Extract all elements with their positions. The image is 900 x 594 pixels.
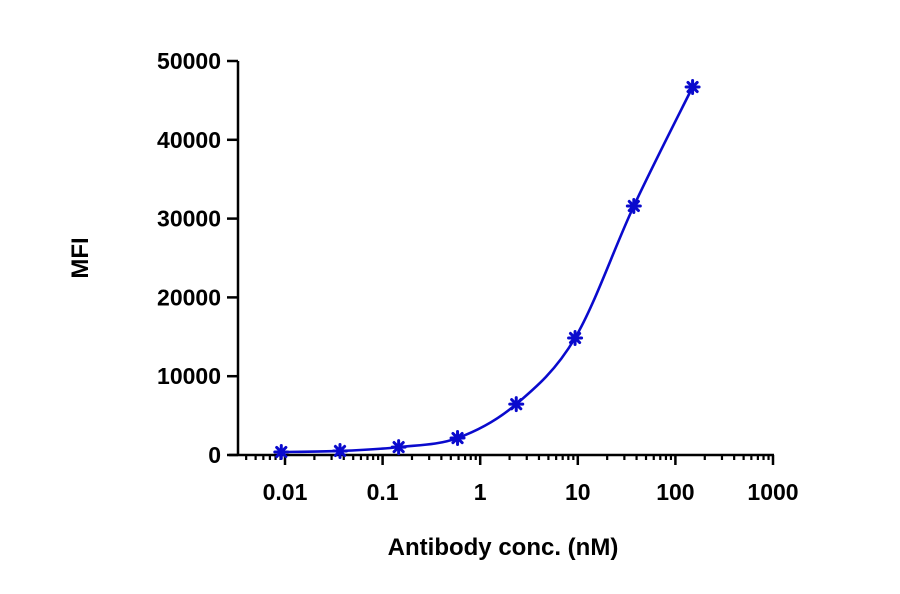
x-tick-label: 0.01 [263,479,308,505]
y-tick-label: 50000 [157,48,221,74]
y-axis: 0 10000 20000 30000 40000 50000 [157,48,240,468]
asterisk-marker-icon [684,79,701,96]
x-axis-title: Antibody conc. (nM) [388,534,619,561]
asterisk-marker-icon [508,396,525,413]
fit-curve-line [279,85,694,454]
y-tick-label: 30000 [157,206,221,232]
asterisk-marker-icon [390,439,407,456]
asterisk-marker-icon [567,329,584,346]
y-tick-label: 40000 [157,127,221,153]
y-tick-label: 20000 [157,284,221,310]
x-tick-label: 10 [565,479,591,505]
y-axis-title: MFI [67,237,94,278]
x-tick-label: 1 [474,479,487,505]
asterisk-marker-icon [331,442,348,459]
asterisk-marker-icon [625,197,642,214]
x-tick-label: 1000 [747,479,798,505]
y-tick-label: 0 [208,442,221,468]
x-tick-label: 100 [656,479,694,505]
y-tick-label: 10000 [157,363,221,389]
x-tick-label: 0.1 [367,479,399,505]
asterisk-marker-icon [273,444,290,461]
x-axis: 0.01 0.1 1 10 100 1000 [229,453,799,505]
asterisk-marker-icon [449,430,466,447]
data-points [273,79,701,461]
fit-curve [279,85,694,454]
